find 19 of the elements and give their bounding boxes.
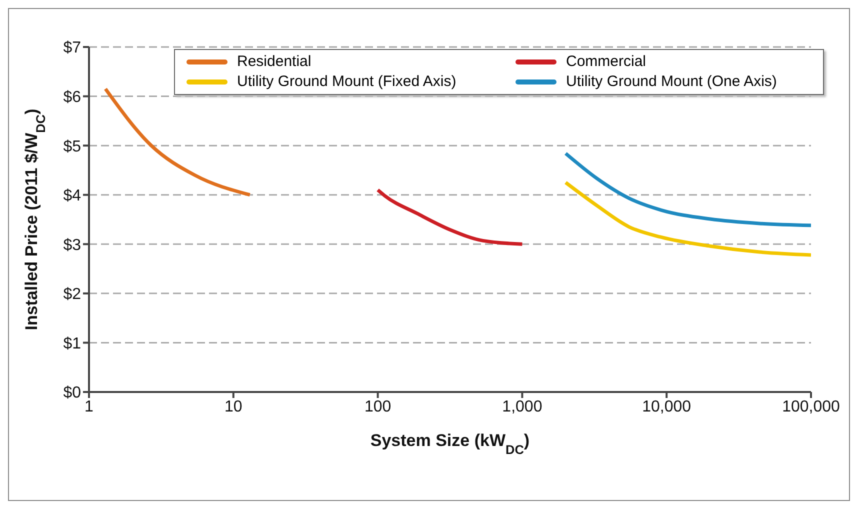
- y-tick-label: $3: [63, 236, 82, 254]
- y-tick-label: $2: [63, 286, 82, 304]
- legend-label: Utility Ground Mount (Fixed Axis): [237, 72, 456, 92]
- x-tick-label: 100: [364, 398, 392, 416]
- y-tick-label: $1: [63, 335, 82, 352]
- x-tick-label: 100,000: [782, 398, 840, 416]
- y-tick-label: $0: [63, 384, 82, 402]
- legend-label: Residential: [237, 52, 312, 72]
- legend-label: Commercial: [566, 52, 646, 72]
- x-tick-label: 10: [224, 398, 242, 416]
- y-tick-label: $6: [63, 88, 82, 106]
- x-tick-label: 10,000: [642, 398, 692, 416]
- x-tick-label: 1: [84, 398, 94, 416]
- x-axis-title: System Size (kW$_{DC}$): [370, 431, 530, 456]
- y-tick-label: $7: [63, 40, 82, 57]
- y-tick-label: $5: [63, 138, 82, 156]
- legend-label: Utility Ground Mount (One Axis): [566, 72, 777, 92]
- x-tick-label: 1,000: [502, 398, 542, 416]
- y-tick-label: $4: [63, 188, 82, 205]
